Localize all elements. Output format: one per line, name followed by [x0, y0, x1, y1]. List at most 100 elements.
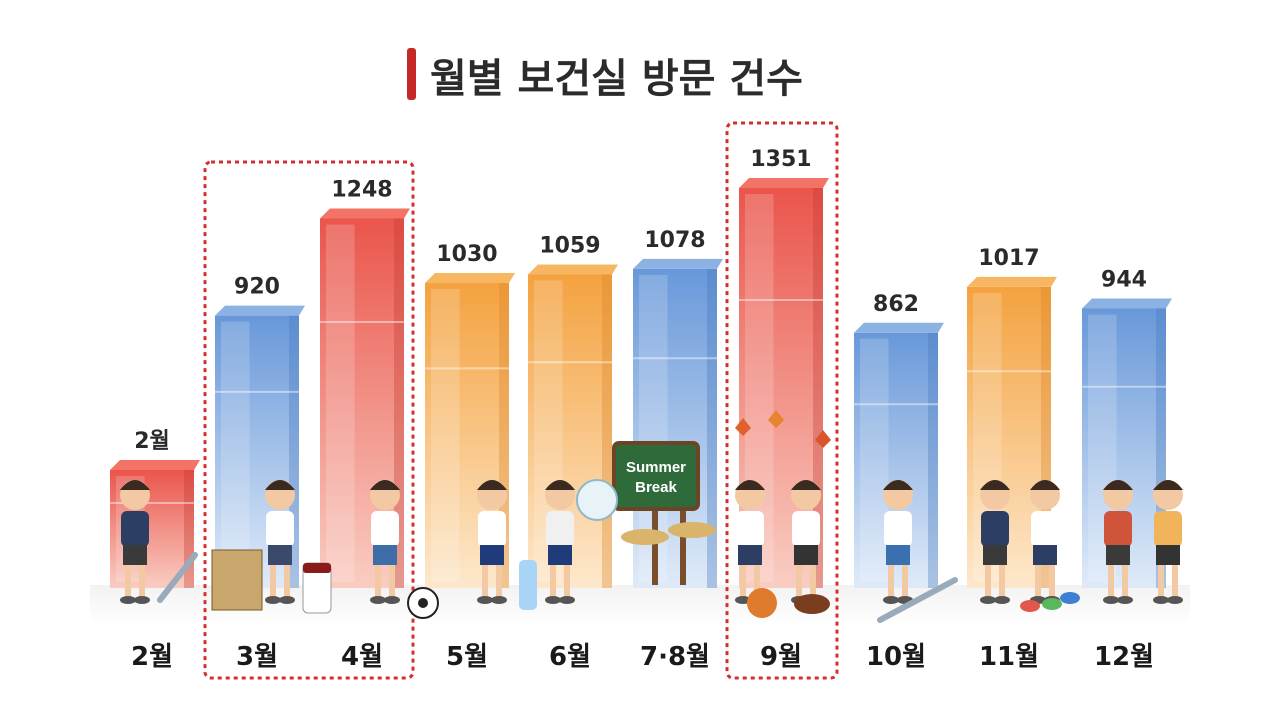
- student-shoe: [994, 596, 1010, 604]
- student-leg: [1122, 565, 1128, 597]
- student-leg: [1108, 565, 1114, 597]
- category-label: 2월: [131, 642, 173, 672]
- pill-icon: [1060, 592, 1080, 604]
- student-hair: [545, 480, 575, 490]
- bar-cap: [425, 273, 515, 284]
- electric-fan-icon: [576, 479, 618, 521]
- student-pants: [123, 545, 147, 565]
- autumn-leaf-icon: [735, 418, 751, 436]
- football-icon: [794, 594, 830, 614]
- student-leg: [796, 565, 802, 597]
- student-hair: [265, 480, 295, 490]
- bar-side: [928, 332, 938, 588]
- student-figure: [980, 480, 1010, 604]
- student-shoe: [980, 596, 996, 604]
- student-leg: [740, 565, 746, 597]
- student-hair: [735, 480, 765, 490]
- bar-cap: [110, 460, 200, 470]
- value-label: 1248: [331, 177, 392, 202]
- bar-cap: [633, 258, 723, 269]
- sign-line-1: Summer: [626, 459, 686, 476]
- student-hair: [1103, 480, 1133, 490]
- bar-cap: [739, 178, 829, 188]
- highlight-box-spring: [203, 160, 415, 680]
- value-label: 1017: [978, 246, 1039, 271]
- value-label: 1059: [539, 233, 600, 258]
- student-shoe: [120, 596, 136, 604]
- bar-cap: [854, 322, 944, 333]
- highlight-box-september: [725, 121, 839, 680]
- summer-break-sign: [612, 441, 700, 511]
- category-label: 12월: [1094, 642, 1154, 672]
- student-shoe: [1167, 596, 1183, 604]
- student-leg: [1049, 565, 1055, 597]
- student-shirt: [478, 511, 506, 547]
- value-label: 862: [873, 292, 919, 317]
- student-shoe: [1103, 596, 1119, 604]
- student-shoe: [1153, 596, 1169, 604]
- bar-highlight: [221, 321, 250, 582]
- student-shirt: [1031, 511, 1059, 547]
- student-shoe: [491, 596, 507, 604]
- student-hair: [370, 480, 400, 490]
- basketball-icon: [747, 588, 777, 618]
- student-leg: [496, 565, 502, 597]
- student-shirt: [1154, 511, 1182, 547]
- bar-highlight: [326, 224, 355, 583]
- student-shirt: [981, 511, 1009, 547]
- category-label: 5월: [446, 642, 488, 672]
- bar-cap: [967, 276, 1057, 287]
- category-label: 7·8월: [640, 642, 710, 672]
- sun-hat-icon: [668, 522, 716, 538]
- value-label: 1351: [750, 147, 811, 172]
- student-leg: [389, 565, 395, 597]
- bar-cap: [528, 264, 618, 275]
- category-label: 11월: [979, 642, 1039, 672]
- bar-highlight: [431, 289, 460, 582]
- student-shirt: [736, 511, 764, 547]
- student-shoe: [279, 596, 295, 604]
- syringe-icon: [877, 577, 958, 623]
- student-leg: [902, 565, 908, 597]
- category-label: 3월: [236, 642, 278, 672]
- student-hair: [1030, 480, 1060, 490]
- value-label: 2월: [134, 429, 170, 454]
- thermometer-icon: [157, 552, 198, 603]
- bar-side: [707, 268, 717, 588]
- category-label: 6월: [549, 642, 591, 672]
- illustration-layer: Summer Break: [120, 410, 1183, 623]
- student-leg: [284, 565, 290, 597]
- student-leg: [1035, 565, 1041, 597]
- student-shoe: [559, 596, 575, 604]
- student-shoe: [134, 596, 150, 604]
- student-leg: [985, 565, 991, 597]
- student-figure: [1103, 480, 1133, 604]
- student-shoe: [477, 596, 493, 604]
- student-figure: [545, 480, 575, 604]
- student-pants: [1106, 545, 1130, 565]
- student-shoe: [545, 596, 561, 604]
- bar-cap: [1082, 298, 1172, 309]
- student-shoe: [370, 596, 386, 604]
- bar-group: [425, 273, 515, 588]
- pill-icon: [1042, 598, 1062, 610]
- student-pants: [1033, 545, 1057, 565]
- autumn-leaf-icon: [815, 430, 831, 448]
- student-hair: [477, 480, 507, 490]
- student-shirt: [371, 511, 399, 547]
- bar-side: [602, 274, 612, 588]
- student-pants: [373, 545, 397, 565]
- value-label: 1030: [436, 242, 497, 267]
- student-pants: [268, 545, 292, 565]
- student-shirt: [546, 511, 574, 547]
- student-leg: [550, 565, 556, 597]
- bar-group: [215, 305, 305, 588]
- student-pants: [738, 545, 762, 565]
- student-hair: [1153, 480, 1183, 490]
- student-pants: [1156, 545, 1180, 565]
- sign-post-right: [680, 495, 686, 585]
- bar-group: [320, 208, 410, 589]
- student-figure: [1153, 480, 1183, 604]
- student-pants: [794, 545, 818, 565]
